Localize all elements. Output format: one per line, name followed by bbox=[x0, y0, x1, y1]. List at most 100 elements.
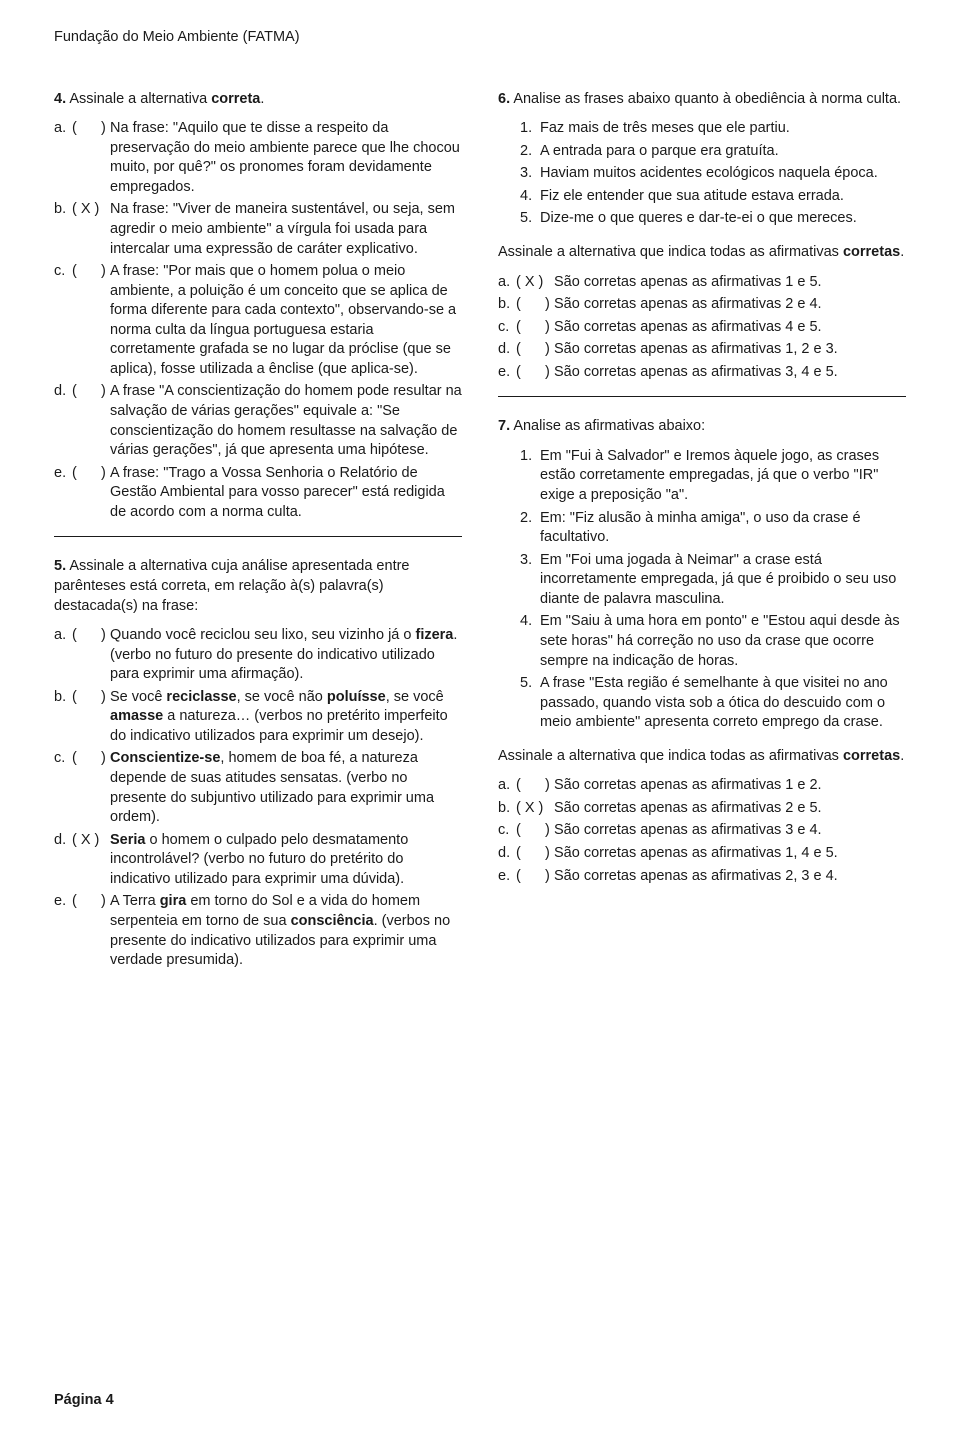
q5-opt-d: d.( X )Seria o homem o culpado pelo desm… bbox=[54, 831, 462, 890]
opt-label: c. bbox=[498, 821, 516, 841]
opt-paren[interactable]: ( ) bbox=[72, 749, 110, 769]
opt-text: São corretas apenas as afirmativas 1, 4 … bbox=[554, 844, 906, 864]
opt-label: d. bbox=[54, 831, 72, 851]
opt-paren[interactable]: ( ) bbox=[516, 340, 554, 360]
q4-opt-a: a.( )Na frase: "Aquilo que te disse a re… bbox=[54, 119, 462, 197]
q6-options: a.( X )São corretas apenas as afirmativa… bbox=[498, 273, 906, 383]
opt-paren[interactable]: ( ) bbox=[72, 382, 110, 402]
opt-text: São corretas apenas as afirmativas 1 e 5… bbox=[554, 273, 906, 293]
opt-label: a. bbox=[54, 626, 72, 646]
opt-text: São corretas apenas as afirmativas 2, 3 … bbox=[554, 867, 906, 887]
item-text: Em: "Fiz alusão à minha amiga", o uso da… bbox=[540, 509, 906, 548]
q5-opt-a: a.( )Quando você reciclou seu lixo, seu … bbox=[54, 626, 462, 685]
item-text: A entrada para o parque era gratuíta. bbox=[540, 142, 906, 162]
opt-paren[interactable]: ( ) bbox=[72, 464, 110, 484]
q6-opt-a: a.( X )São corretas apenas as afirmativa… bbox=[498, 273, 906, 293]
opt-paren[interactable]: ( ) bbox=[72, 626, 110, 646]
opt-text: Quando você reciclou seu lixo, seu vizin… bbox=[110, 626, 462, 685]
opt-paren[interactable]: ( ) bbox=[516, 363, 554, 383]
opt-text: A Terra gira em torno do Sol e a vida do… bbox=[110, 892, 462, 970]
q4-opt-b: b.( X )Na frase: "Viver de maneira suste… bbox=[54, 200, 462, 259]
q7-item-4: 4.Em "Saiu à uma hora em ponto" e "Estou… bbox=[520, 612, 906, 671]
opt-paren[interactable]: ( X ) bbox=[516, 799, 554, 819]
opt-label: e. bbox=[498, 363, 516, 383]
q7-opt-b: b.( X )São corretas apenas as afirmativa… bbox=[498, 799, 906, 819]
q7-opt-a: a.( )São corretas apenas as afirmativas … bbox=[498, 776, 906, 796]
opt-paren[interactable]: ( X ) bbox=[72, 831, 110, 851]
opt-paren[interactable]: ( ) bbox=[516, 821, 554, 841]
opt-text: São corretas apenas as afirmativas 3, 4 … bbox=[554, 363, 906, 383]
item-number: 2. bbox=[520, 142, 540, 162]
opt-paren[interactable]: ( ) bbox=[516, 867, 554, 887]
q4-stem-pre: Assinale a alternativa bbox=[66, 91, 211, 107]
q7-stem-text: Analise as afirmativas abaixo: bbox=[510, 418, 705, 434]
opt-paren[interactable]: ( ) bbox=[72, 688, 110, 708]
q7-instruction: Assinale a alternativa que indica todas … bbox=[498, 747, 906, 767]
item-text: Haviam muitos acidentes ecológicos naque… bbox=[540, 164, 906, 184]
q7-options: a.( )São corretas apenas as afirmativas … bbox=[498, 776, 906, 886]
page-header: Fundação do Meio Ambiente (FATMA) bbox=[54, 28, 906, 48]
opt-text: A frase: "Trago a Vossa Senhoria o Relat… bbox=[110, 464, 462, 523]
q7-opt-e: e.( )São corretas apenas as afirmativas … bbox=[498, 867, 906, 887]
q7-opt-c: c.( )São corretas apenas as afirmativas … bbox=[498, 821, 906, 841]
opt-label: a. bbox=[498, 776, 516, 796]
opt-paren[interactable]: ( ) bbox=[516, 776, 554, 796]
q6-item-3: 3.Haviam muitos acidentes ecológicos naq… bbox=[520, 164, 906, 184]
opt-label: b. bbox=[54, 688, 72, 708]
item-number: 3. bbox=[520, 164, 540, 184]
opt-label: d. bbox=[498, 340, 516, 360]
q4-stem-post: . bbox=[260, 91, 264, 107]
q7-number: 7. bbox=[498, 418, 510, 434]
two-column-layout: 4. Assinale a alternativa correta. a.( )… bbox=[54, 90, 906, 985]
q7-statements: 1.Em "Fui à Salvador" e Iremos àquele jo… bbox=[498, 447, 906, 733]
opt-label: e. bbox=[498, 867, 516, 887]
q5-options: a.( )Quando você reciclou seu lixo, seu … bbox=[54, 626, 462, 971]
opt-text: São corretas apenas as afirmativas 1, 2 … bbox=[554, 340, 906, 360]
item-text: Em "Saiu à uma hora em ponto" e "Estou a… bbox=[540, 612, 906, 671]
q5-stem-text: Assinale a alternativa cuja análise apre… bbox=[54, 558, 410, 613]
item-number: 4. bbox=[520, 612, 540, 671]
q4-opt-d: d.( )A frase "A conscientização do homem… bbox=[54, 382, 462, 460]
q5-stem: 5. Assinale a alternativa cuja análise a… bbox=[54, 557, 462, 616]
opt-paren[interactable]: ( ) bbox=[72, 262, 110, 282]
page-footer: Página 4 bbox=[54, 1391, 114, 1411]
opt-label: d. bbox=[54, 382, 72, 402]
q6-statements: 1.Faz mais de três meses que ele partiu.… bbox=[498, 119, 906, 229]
opt-paren[interactable]: ( ) bbox=[516, 295, 554, 315]
q4-opt-e: e.( )A frase: "Trago a Vossa Senhoria o … bbox=[54, 464, 462, 523]
q4-number: 4. bbox=[54, 91, 66, 107]
separator bbox=[498, 396, 906, 397]
q7-stem: 7. Analise as afirmativas abaixo: bbox=[498, 417, 906, 437]
opt-label: a. bbox=[498, 273, 516, 293]
q4-options: a.( )Na frase: "Aquilo que te disse a re… bbox=[54, 119, 462, 522]
opt-paren[interactable]: ( X ) bbox=[72, 200, 110, 220]
item-number: 5. bbox=[520, 209, 540, 229]
q6-opt-e: e.( )São corretas apenas as afirmativas … bbox=[498, 363, 906, 383]
item-text: Faz mais de três meses que ele partiu. bbox=[540, 119, 906, 139]
opt-paren[interactable]: ( ) bbox=[516, 844, 554, 864]
q7-opt-d: d.( )São corretas apenas as afirmativas … bbox=[498, 844, 906, 864]
q6-stem-text: Analise as frases abaixo quanto à obediê… bbox=[510, 91, 901, 107]
opt-label: c. bbox=[498, 318, 516, 338]
opt-paren[interactable]: ( ) bbox=[72, 119, 110, 139]
opt-label: b. bbox=[498, 799, 516, 819]
opt-text: Seria o homem o culpado pelo desmatament… bbox=[110, 831, 462, 890]
opt-paren[interactable]: ( ) bbox=[72, 892, 110, 912]
item-text: Dize-me o que queres e dar-te-ei o que m… bbox=[540, 209, 906, 229]
opt-text: São corretas apenas as afirmativas 4 e 5… bbox=[554, 318, 906, 338]
opt-text: Conscientize-se, homem de boa fé, a natu… bbox=[110, 749, 462, 827]
opt-paren[interactable]: ( ) bbox=[516, 318, 554, 338]
q5-opt-c: c.( )Conscientize-se, homem de boa fé, a… bbox=[54, 749, 462, 827]
q6-item-5: 5.Dize-me o que queres e dar-te-ei o que… bbox=[520, 209, 906, 229]
q6-stem: 6. Analise as frases abaixo quanto à obe… bbox=[498, 90, 906, 110]
opt-text: Se você reciclasse, se você não poluísse… bbox=[110, 688, 462, 747]
opt-text: São corretas apenas as afirmativas 3 e 4… bbox=[554, 821, 906, 841]
opt-label: d. bbox=[498, 844, 516, 864]
item-number: 5. bbox=[520, 674, 540, 733]
opt-text: São corretas apenas as afirmativas 2 e 5… bbox=[554, 799, 906, 819]
left-column: 4. Assinale a alternativa correta. a.( )… bbox=[54, 90, 462, 985]
q4-stem: 4. Assinale a alternativa correta. bbox=[54, 90, 462, 110]
opt-paren[interactable]: ( X ) bbox=[516, 273, 554, 293]
opt-label: b. bbox=[54, 200, 72, 220]
q6-opt-d: d.( )São corretas apenas as afirmativas … bbox=[498, 340, 906, 360]
